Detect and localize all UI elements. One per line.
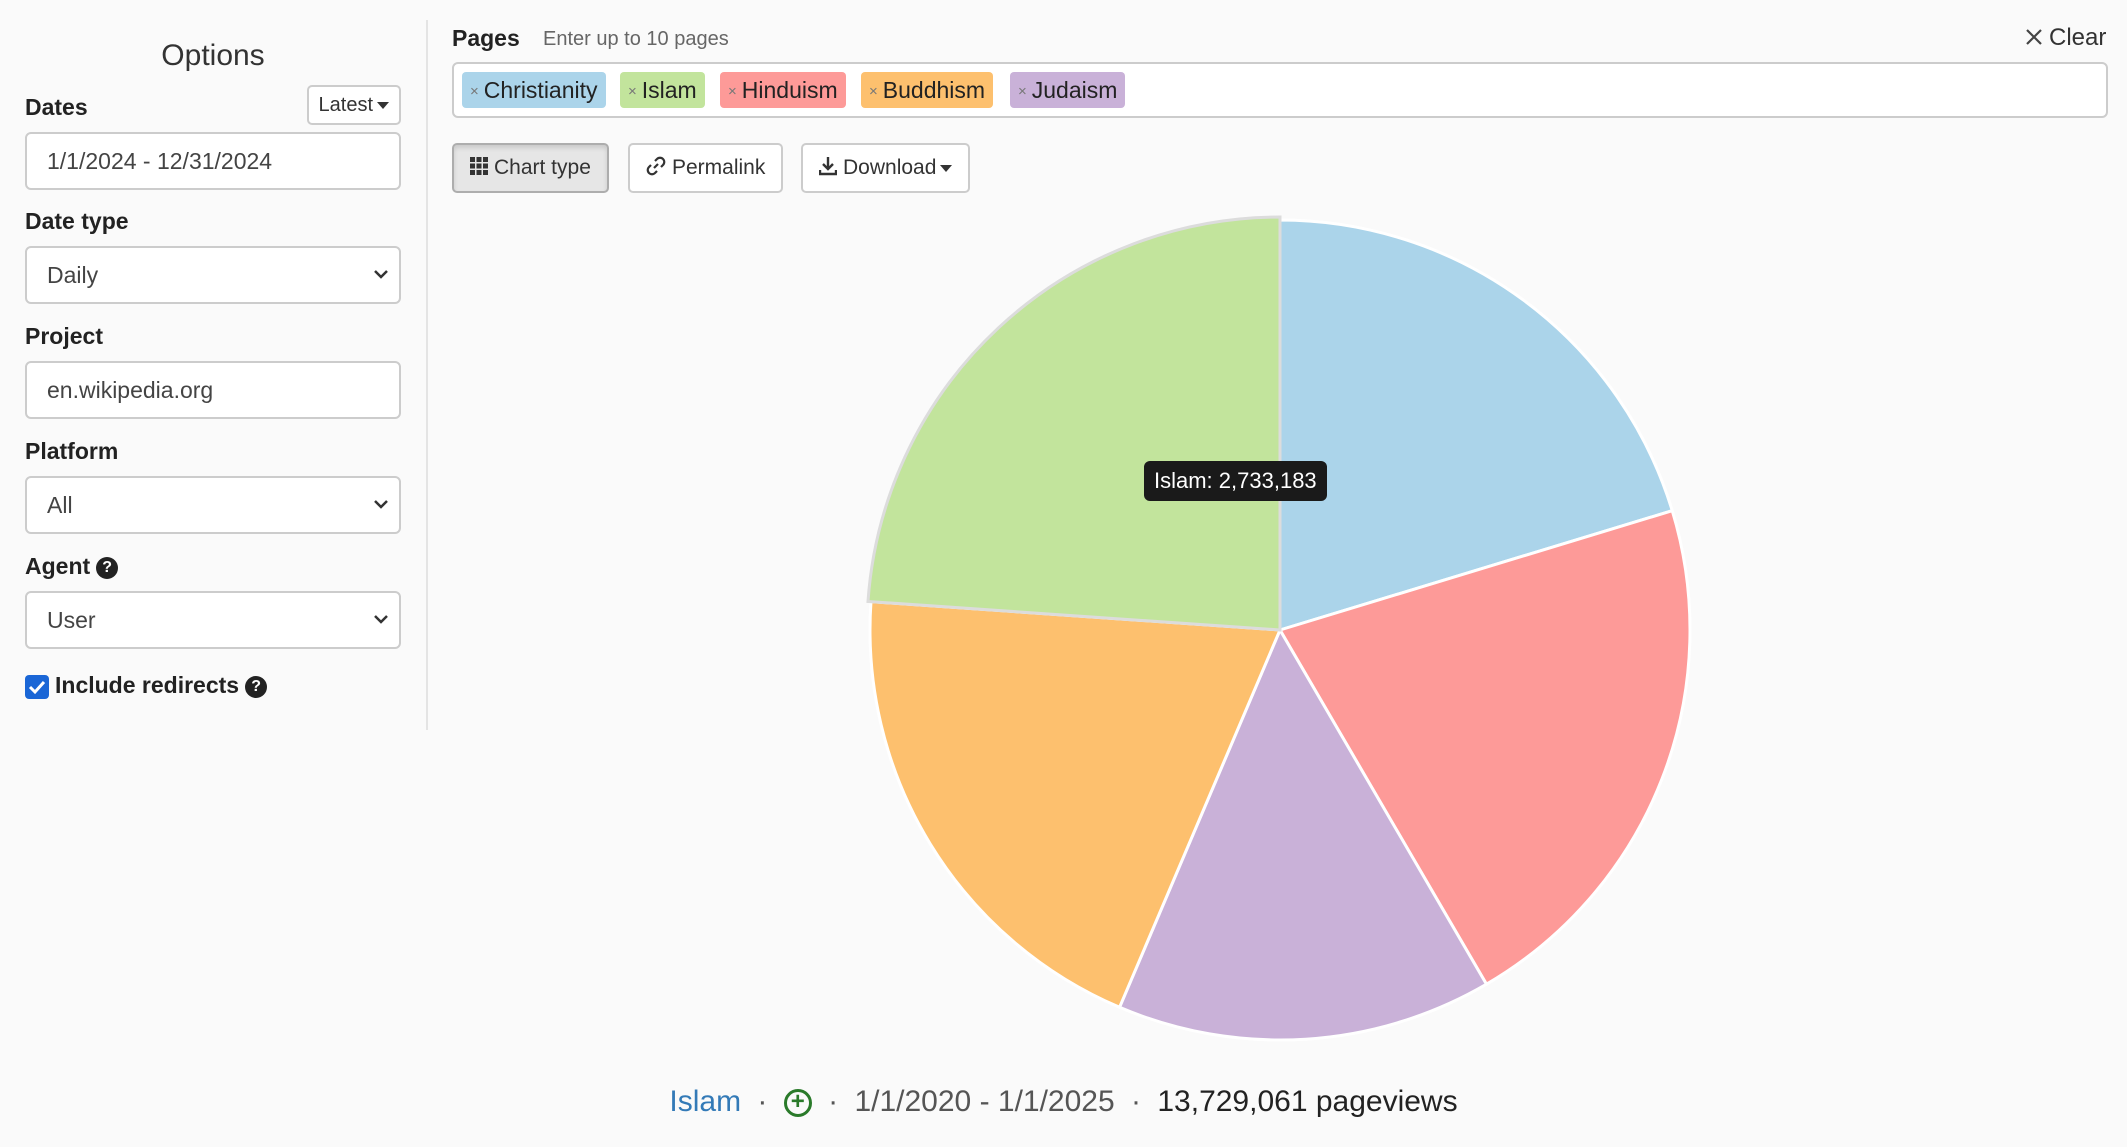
date-range: 1/1/2020 - 1/1/2025 [854, 1085, 1115, 1118]
chart-type-label: Chart type [494, 156, 591, 179]
options-title: Options [161, 39, 265, 72]
pie-slice-islam[interactable] [866, 215, 1282, 632]
page-tag-islam[interactable]: × Islam [620, 72, 705, 108]
caret-down-icon [377, 102, 389, 110]
pageviews-total: 13,729,061 pageviews [1157, 1085, 1458, 1118]
tag-label: Islam [641, 77, 697, 103]
include-redirects-label: Include redirects [55, 672, 240, 698]
caret-down-icon [940, 164, 953, 172]
chart-type-button[interactable]: Chart type [452, 143, 609, 193]
chevron-down-icon [373, 478, 389, 510]
tag-label: Buddhism [882, 77, 986, 103]
include-redirects-row: Include redirects? [25, 672, 268, 699]
agent-select[interactable]: User [25, 591, 401, 649]
agent-label: Agent [25, 553, 91, 579]
panel-divider [426, 20, 428, 730]
remove-tag-icon[interactable]: × [1018, 83, 1027, 100]
date-type-label: Date type [25, 208, 129, 234]
add-circle-icon[interactable]: + [783, 1089, 812, 1118]
page-link[interactable]: Islam [669, 1085, 742, 1118]
dates-input[interactable]: 1/1/2024 - 12/31/2024 [25, 132, 401, 190]
latest-label: Latest [318, 94, 373, 116]
separator: · [828, 1085, 839, 1118]
page-tag-hinduism[interactable]: × Hinduism [720, 72, 846, 108]
agent-label-row: Agent? [25, 553, 119, 580]
download-label: Download [843, 156, 937, 179]
latest-dropdown-button[interactable]: Latest [306, 85, 401, 125]
separator: · [1131, 1085, 1142, 1118]
platform-value: All [47, 492, 73, 518]
tag-label: Hinduism [741, 77, 838, 103]
remove-tag-icon[interactable]: × [869, 83, 878, 100]
project-input[interactable]: en.wikipedia.org [25, 361, 401, 419]
pie-slice-judaism[interactable] [1117, 626, 1489, 1042]
remove-tag-icon[interactable]: × [628, 83, 637, 100]
date-type-select[interactable]: Daily [25, 246, 401, 304]
remove-tag-icon[interactable]: × [470, 83, 479, 100]
platform-label: Platform [25, 438, 119, 464]
clear-button[interactable]: Clear [2025, 24, 2106, 52]
permalink-label: Permalink [672, 156, 766, 179]
close-icon [2026, 28, 2042, 45]
grid-icon [470, 157, 488, 176]
separator: · [757, 1085, 768, 1118]
help-icon[interactable]: ? [96, 556, 119, 579]
date-type-value: Daily [47, 262, 99, 288]
summary-footer: Islam · + · 1/1/2020 - 1/1/2025 · 13,729… [0, 1085, 2127, 1119]
permalink-button[interactable]: Permalink [628, 143, 784, 193]
dates-label: Dates [25, 94, 88, 120]
chart-tooltip: Islam: 2,733,183 [1144, 461, 1327, 501]
tag-label: Judaism [1031, 77, 1118, 103]
platform-select[interactable]: All [25, 476, 401, 534]
pages-input[interactable]: × Christianity × Islam × Hinduism × Buddhism… [452, 62, 2108, 118]
page-tag-christianity[interactable]: × Christianity [462, 72, 606, 108]
chevron-down-icon [373, 248, 389, 280]
pie-slice-buddhism[interactable] [868, 600, 1283, 1010]
pie-slice-hinduism[interactable] [1277, 508, 1692, 987]
agent-value: User [47, 607, 96, 633]
chevron-down-icon [373, 593, 389, 625]
pages-hint: Enter up to 10 pages [543, 28, 729, 50]
download-button[interactable]: Download [801, 143, 971, 193]
page-tag-buddhism[interactable]: × Buddhism [861, 72, 994, 108]
help-icon[interactable]: ? [245, 675, 268, 698]
remove-tag-icon[interactable]: × [728, 83, 737, 100]
download-icon [818, 157, 838, 176]
link-icon [646, 157, 666, 176]
include-redirects-checkbox[interactable] [25, 674, 49, 699]
options-panel: Options Dates Latest 1/1/2024 - 12/31/20… [25, 20, 401, 699]
tag-label: Christianity [483, 77, 598, 103]
pages-label: Pages [452, 25, 520, 51]
clear-label: Clear [2049, 24, 2107, 51]
project-label: Project [25, 323, 103, 349]
pie-slice-christianity[interactable] [1278, 218, 1675, 633]
page-tag-judaism[interactable]: × Judaism [1010, 72, 1126, 108]
